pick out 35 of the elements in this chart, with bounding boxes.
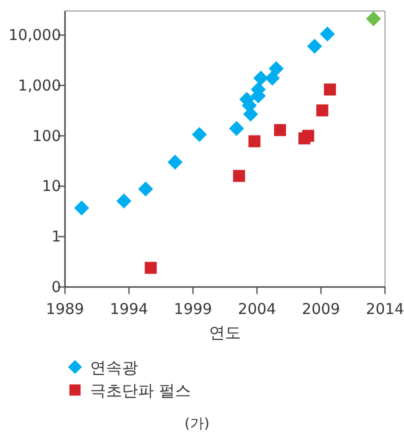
point	[192, 127, 207, 142]
point	[268, 61, 284, 76]
x-tick-label: 1994	[110, 300, 148, 318]
point	[307, 38, 322, 54]
point	[233, 170, 246, 182]
text: (가)	[184, 416, 210, 432]
point	[253, 70, 268, 86]
point	[229, 120, 244, 136]
x-tick-label: 1999	[174, 300, 212, 318]
x-tick-label: 2009	[302, 300, 340, 318]
point	[316, 104, 328, 116]
point	[138, 182, 154, 197]
point	[144, 262, 157, 274]
point	[74, 200, 90, 216]
x-tick-label: 2004	[238, 300, 276, 318]
y-tick-label: 1,000	[18, 76, 61, 94]
x-axis-title: 연도	[209, 323, 241, 342]
point	[116, 193, 132, 208]
point	[264, 70, 280, 86]
point	[302, 130, 314, 142]
point	[324, 84, 336, 96]
y-tick-label: 100	[32, 126, 61, 145]
point	[248, 135, 260, 148]
point	[366, 11, 381, 26]
x-tick-label: 2014	[366, 300, 404, 318]
legend-label: 연속광	[90, 358, 138, 377]
y-tick-label: 0	[51, 278, 61, 296]
y-tick-label: 10,000	[8, 26, 61, 44]
legend-label: 극초단파 펄스	[90, 381, 192, 400]
x-tick-label: 1989	[46, 300, 84, 318]
y-tick-label: 1	[51, 228, 61, 246]
point	[168, 154, 183, 170]
point	[274, 124, 286, 136]
y-tick-label: 10	[42, 177, 61, 196]
point	[320, 26, 335, 42]
